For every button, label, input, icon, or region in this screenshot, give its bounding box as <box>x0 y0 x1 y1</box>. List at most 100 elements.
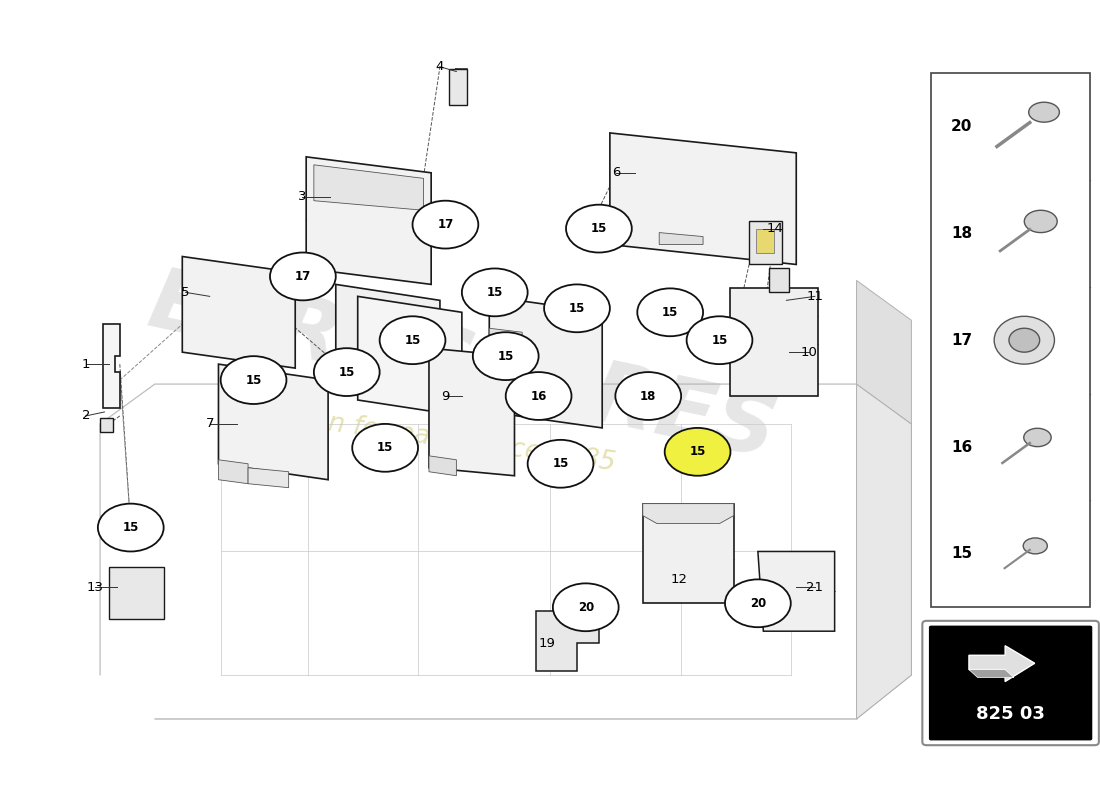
Text: 1: 1 <box>81 358 90 370</box>
Text: 15: 15 <box>339 366 355 378</box>
Text: 7: 7 <box>206 418 213 430</box>
Ellipse shape <box>1024 428 1052 446</box>
Text: 15: 15 <box>552 458 569 470</box>
Polygon shape <box>609 133 796 265</box>
Polygon shape <box>249 468 288 488</box>
Text: 11: 11 <box>806 290 824 303</box>
Polygon shape <box>336 285 440 404</box>
Text: 15: 15 <box>690 446 706 458</box>
Text: 15: 15 <box>497 350 514 362</box>
Text: 19: 19 <box>539 637 556 650</box>
Circle shape <box>725 579 791 627</box>
FancyBboxPatch shape <box>931 73 1090 607</box>
Text: 17: 17 <box>950 333 972 348</box>
Text: 20: 20 <box>750 597 766 610</box>
Polygon shape <box>490 296 602 428</box>
Text: 16: 16 <box>950 439 972 454</box>
Circle shape <box>664 428 730 476</box>
Polygon shape <box>857 384 912 719</box>
Polygon shape <box>306 157 431 285</box>
Text: 9: 9 <box>441 390 450 402</box>
Polygon shape <box>358 296 462 416</box>
FancyBboxPatch shape <box>922 621 1099 745</box>
Polygon shape <box>429 456 456 476</box>
Polygon shape <box>537 611 598 671</box>
Text: 2: 2 <box>81 410 90 422</box>
Text: 15: 15 <box>591 222 607 235</box>
Text: 15: 15 <box>712 334 728 346</box>
Text: 15: 15 <box>122 521 139 534</box>
Polygon shape <box>429 348 515 476</box>
Polygon shape <box>314 165 424 210</box>
Polygon shape <box>219 364 328 480</box>
Ellipse shape <box>1009 328 1040 352</box>
Text: 15: 15 <box>405 334 420 346</box>
Text: 18: 18 <box>950 226 972 241</box>
Polygon shape <box>769 269 789 292</box>
Circle shape <box>615 372 681 420</box>
Circle shape <box>314 348 380 396</box>
Circle shape <box>379 316 446 364</box>
Text: 17: 17 <box>438 218 453 231</box>
Circle shape <box>566 205 631 253</box>
Circle shape <box>352 424 418 472</box>
Polygon shape <box>490 328 522 352</box>
Text: 4: 4 <box>436 60 444 74</box>
Circle shape <box>637 288 703 336</box>
Text: 15: 15 <box>950 546 972 562</box>
Circle shape <box>221 356 286 404</box>
Polygon shape <box>642 504 734 603</box>
Text: 8: 8 <box>502 342 510 354</box>
Text: 21: 21 <box>806 581 824 594</box>
FancyBboxPatch shape <box>928 626 1092 741</box>
Circle shape <box>270 253 336 300</box>
Polygon shape <box>857 281 912 424</box>
Polygon shape <box>758 551 835 631</box>
Circle shape <box>686 316 752 364</box>
Polygon shape <box>969 670 1014 678</box>
Text: 15: 15 <box>662 306 679 319</box>
Polygon shape <box>642 504 734 523</box>
Ellipse shape <box>1023 538 1047 554</box>
Polygon shape <box>969 646 1035 682</box>
Circle shape <box>528 440 593 488</box>
Ellipse shape <box>1028 102 1059 122</box>
Text: 10: 10 <box>801 346 818 358</box>
Ellipse shape <box>994 316 1055 364</box>
Circle shape <box>506 372 572 420</box>
Circle shape <box>544 285 609 332</box>
Circle shape <box>473 332 539 380</box>
Circle shape <box>462 269 528 316</box>
Text: 5: 5 <box>182 286 190 299</box>
Text: 13: 13 <box>86 581 103 594</box>
Polygon shape <box>659 233 703 245</box>
Polygon shape <box>109 567 164 619</box>
Polygon shape <box>756 229 774 253</box>
Text: 16: 16 <box>530 390 547 402</box>
Circle shape <box>553 583 618 631</box>
Text: 12: 12 <box>670 573 688 586</box>
Text: a passion for parts since 1985: a passion for parts since 1985 <box>219 395 617 477</box>
Polygon shape <box>219 460 249 484</box>
Text: 14: 14 <box>767 222 784 235</box>
Polygon shape <box>749 221 782 265</box>
Text: 15: 15 <box>569 302 585 315</box>
Polygon shape <box>100 418 113 432</box>
Text: 20: 20 <box>950 119 972 134</box>
Circle shape <box>98 504 164 551</box>
Text: 3: 3 <box>297 190 306 203</box>
Text: EUROSPARES: EUROSPARES <box>141 261 783 475</box>
Text: 15: 15 <box>377 442 394 454</box>
Text: 15: 15 <box>486 286 503 299</box>
Polygon shape <box>449 69 468 105</box>
Ellipse shape <box>1024 210 1057 233</box>
Polygon shape <box>183 257 295 368</box>
Text: 18: 18 <box>640 390 657 402</box>
Text: 15: 15 <box>245 374 262 386</box>
Text: 17: 17 <box>295 270 311 283</box>
Circle shape <box>412 201 478 249</box>
Text: 6: 6 <box>613 166 620 179</box>
Text: 20: 20 <box>578 601 594 614</box>
Polygon shape <box>103 324 120 408</box>
Text: 825 03: 825 03 <box>976 706 1045 723</box>
